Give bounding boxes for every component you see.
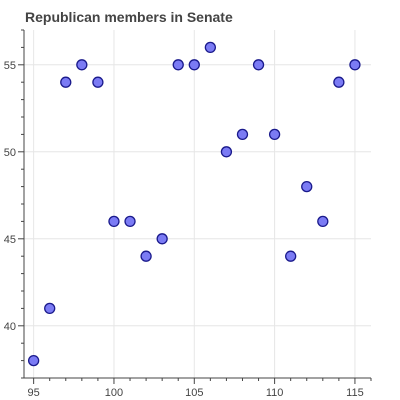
y-tick-label: 55 [4, 60, 16, 72]
x-tick-label: 110 [266, 387, 284, 399]
data-point [140, 250, 152, 262]
x-tick-label: 95 [28, 387, 40, 399]
data-point [27, 354, 40, 367]
x-tick-label: 115 [346, 387, 364, 399]
data-point [108, 215, 120, 228]
data-point [220, 146, 233, 158]
data-points [27, 41, 361, 367]
x-tick-label: 100 [105, 387, 123, 399]
data-point [156, 233, 168, 245]
data-point [44, 302, 56, 315]
data-point [124, 215, 136, 228]
data-point [285, 250, 297, 262]
data-point [252, 59, 265, 71]
data-point [333, 76, 345, 88]
data-point [172, 59, 184, 71]
data-point [301, 180, 313, 193]
y-tick-label: 45 [4, 234, 16, 246]
data-point [60, 76, 72, 88]
data-point [236, 128, 249, 141]
chart-title: Republican members in Senate [25, 9, 233, 25]
grid-lines [24, 30, 371, 378]
data-point [204, 41, 217, 54]
x-tick-label: 105 [185, 387, 203, 399]
data-point [76, 59, 88, 71]
data-point [268, 128, 281, 141]
axes: 95 100 105 110 115 40 45 50 55 [4, 29, 372, 399]
data-point [349, 59, 361, 71]
y-tick-label: 50 [4, 147, 16, 159]
data-point [188, 59, 200, 71]
y-tick-label: 40 [4, 321, 16, 333]
data-point [92, 76, 104, 88]
data-point [317, 215, 329, 228]
